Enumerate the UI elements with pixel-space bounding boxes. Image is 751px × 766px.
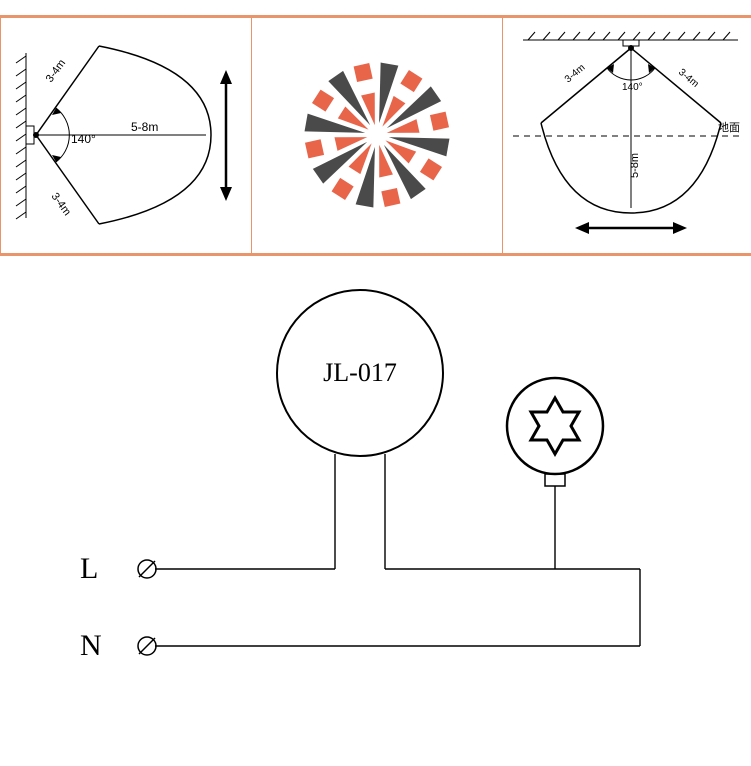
terminal-l-slash	[139, 561, 155, 577]
short-rays	[334, 92, 419, 177]
range-label: 5-8m	[131, 120, 158, 134]
wiring-svg: JL-017	[0, 276, 751, 756]
angle-label: 140°	[71, 132, 96, 146]
panel-pattern	[251, 18, 502, 253]
angle-label-ceiling: 140°	[622, 82, 643, 93]
wall-hatching	[16, 53, 26, 219]
pattern-svg	[252, 18, 502, 253]
terminal-n-slash	[139, 638, 155, 654]
neutral-label: N	[80, 629, 102, 662]
top-row: 140° 5-8m 3-4m 3-4m	[0, 15, 751, 256]
range-label-ceiling: 5-8m	[629, 153, 641, 178]
side-left-label: 3-4m	[563, 62, 588, 85]
horizontal-arrow	[575, 222, 687, 234]
panel-side-view: 140° 5-8m 3-4m 3-4m	[0, 18, 251, 253]
lamp-circle	[507, 378, 603, 474]
sensor-box	[26, 126, 34, 144]
panel-ceiling-view: 140° 5-8m 3-4m 3-4m 地面	[502, 18, 751, 253]
line-label: L	[80, 552, 98, 585]
star-icon	[531, 398, 579, 454]
side-right-label: 3-4m	[676, 67, 701, 90]
container: 140° 5-8m 3-4m 3-4m	[0, 15, 751, 766]
lamp-base	[545, 474, 565, 486]
ceiling-hatching	[523, 32, 738, 40]
vertical-arrow	[220, 70, 232, 201]
ground-label: 地面	[718, 121, 740, 134]
outer-dots	[305, 63, 449, 207]
side-bottom-label: 3-4m	[49, 191, 73, 218]
wiring-lines	[155, 454, 640, 646]
pattern-group	[305, 63, 450, 208]
side-view-svg: 140° 5-8m 3-4m 3-4m	[1, 18, 251, 253]
ceiling-view-svg: 140° 5-8m 3-4m 3-4m 地面	[503, 18, 751, 253]
side-top-label: 3-4m	[44, 57, 68, 84]
device-label: JL-017	[323, 358, 397, 387]
wiring-diagram: JL-017	[0, 276, 751, 756]
long-rays	[305, 63, 450, 208]
